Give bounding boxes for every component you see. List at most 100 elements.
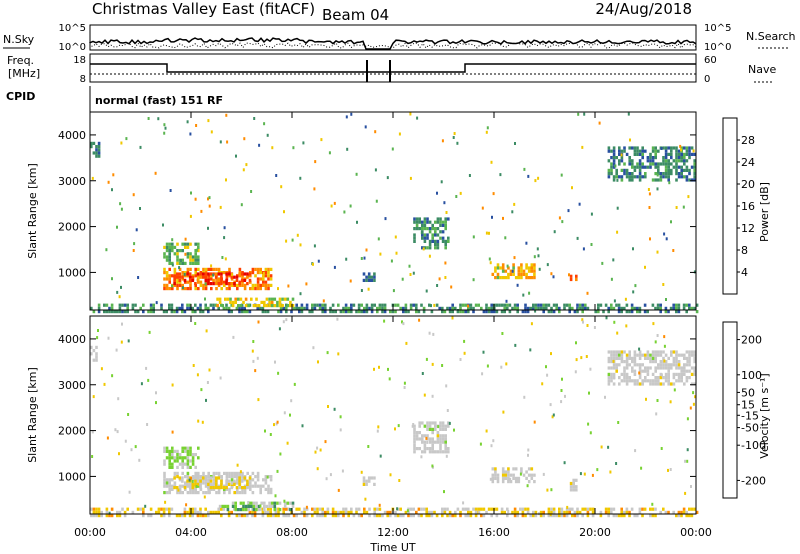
data-cell [186,479,189,483]
data-cell [574,370,577,374]
data-cell [428,421,432,425]
data-cell [633,152,637,156]
data-cell [459,510,462,514]
data-cell [287,514,291,518]
data-cell [131,303,135,307]
data-cell [447,239,450,243]
data-cell [607,149,611,153]
data-cell [190,476,192,480]
data-cell [620,353,624,357]
data-cell [509,269,513,273]
data-cell [139,306,142,310]
data-cell [209,482,213,486]
colorbar-tick-label: -15 [741,409,759,422]
data-cell [646,356,650,360]
data-cell [337,488,340,492]
data-cell [615,366,618,370]
data-cell [670,350,673,354]
colorbar-tick-label: 15 [741,399,755,412]
data-cell [252,304,256,308]
data-cell [155,510,158,514]
data-cell [370,476,374,480]
data-cell [664,372,668,376]
data-cell [607,360,611,364]
data-cell [255,297,258,301]
data-cell [591,510,595,514]
data-cell [225,479,228,483]
data-cell [176,258,179,262]
data-cell [134,303,137,307]
data-cell [171,287,174,291]
data-cell [683,382,686,386]
data-cell [672,303,675,307]
data-cell [247,304,250,308]
data-cell [439,434,442,438]
data-cell [224,297,227,301]
data-cell [352,514,356,518]
data-cell [204,481,208,485]
data-cell [636,152,639,156]
data-cell [545,303,548,307]
data-cell [533,272,536,276]
data-cell [426,220,429,224]
data-cell [234,501,237,505]
data-cell [92,510,96,514]
data-cell [268,501,271,505]
data-cell [610,165,613,169]
data-cell [638,350,642,354]
data-cell [178,456,182,460]
data-cell [277,510,280,514]
data-cell [368,507,371,511]
data-cell [522,272,526,276]
data-cell [189,242,192,246]
data-cell [116,514,119,518]
data-cell [92,514,96,518]
data-cell [542,514,545,518]
data-cell [202,481,205,485]
data-cell [581,310,584,314]
data-cell [204,478,208,482]
data-cell [274,510,278,514]
data-cell [649,360,652,364]
data-cell [415,437,419,441]
data-cell [500,365,503,369]
data-cell [677,379,681,383]
data-cell [95,154,98,158]
data-cell [428,437,432,441]
data-cell [189,267,192,271]
data-cell [446,306,449,310]
data-cell [246,486,249,490]
data-cell [199,482,202,486]
data-cell [261,306,265,310]
data-cell [120,207,123,211]
data-cell [217,476,221,480]
data-cell [173,278,176,282]
data-cell [176,465,179,469]
data-cell [214,479,218,483]
data-cell [259,287,262,291]
data-cell [357,514,361,518]
data-cell [560,507,564,511]
data-cell [569,481,573,486]
data-cell [657,353,660,357]
data-cell [401,320,403,324]
data-cell [481,206,484,210]
data-cell [241,274,244,278]
data-cell [539,306,543,310]
data-cell [649,382,652,386]
data-cell [494,467,497,471]
data-cell [563,306,566,310]
x-tick-label: 04:00 [175,526,207,539]
data-cell [665,237,668,241]
data-cell [517,476,521,480]
data-cell [631,178,634,182]
data-cell [533,263,536,267]
data-cell [441,306,444,310]
data-cell [644,265,646,269]
data-cell [404,310,408,314]
data-cell [482,310,486,314]
data-cell [149,310,153,314]
data-cell [431,362,434,366]
data-cell [490,160,493,164]
data-cell [233,479,236,483]
